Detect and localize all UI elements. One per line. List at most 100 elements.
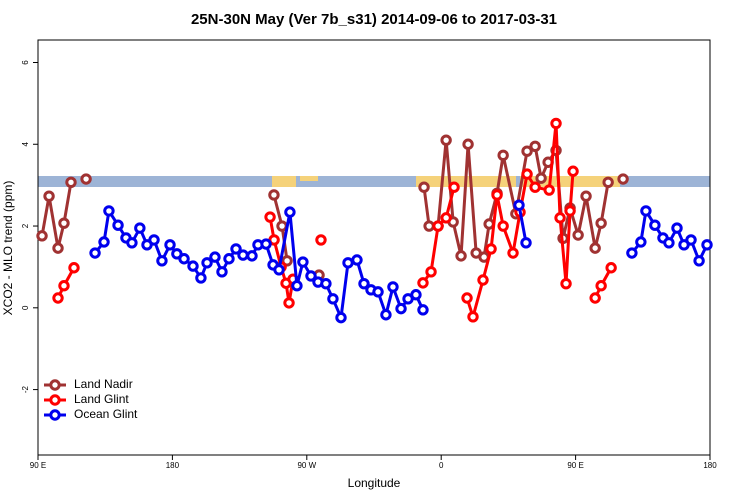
point	[560, 277, 572, 290]
band-blue	[38, 176, 710, 187]
legend-marker	[49, 394, 61, 406]
legend-label: Land Glint	[74, 392, 129, 406]
point	[535, 172, 547, 184]
x-tick-label: 90 E	[30, 461, 46, 470]
point	[521, 145, 533, 157]
x-tick-label: 90 W	[297, 461, 316, 470]
point	[417, 277, 429, 289]
point	[701, 239, 713, 251]
legend-marker	[49, 409, 61, 421]
point	[268, 189, 280, 201]
point	[246, 250, 258, 262]
point	[572, 229, 584, 241]
point	[264, 211, 276, 223]
point	[418, 181, 430, 193]
legend-label: Ocean Glint	[74, 407, 138, 421]
point	[423, 220, 435, 232]
y-tick-label: 0	[21, 305, 30, 310]
point	[461, 292, 473, 304]
point	[663, 237, 675, 249]
point	[448, 181, 460, 193]
point	[685, 234, 697, 246]
point	[65, 176, 77, 188]
point	[521, 168, 533, 180]
point	[497, 149, 509, 162]
point	[68, 262, 80, 274]
point	[36, 230, 48, 242]
point	[491, 189, 503, 201]
point	[425, 266, 437, 278]
point	[112, 219, 124, 231]
point	[507, 247, 519, 259]
point	[297, 256, 309, 268]
point	[520, 237, 532, 249]
x-tick-label: 0	[439, 461, 444, 470]
point	[178, 253, 190, 265]
point	[529, 140, 541, 153]
point	[543, 184, 555, 196]
point	[358, 277, 370, 290]
point	[589, 242, 601, 254]
point	[315, 234, 327, 246]
point	[260, 238, 272, 250]
point	[58, 217, 70, 229]
point	[497, 220, 509, 232]
point	[477, 274, 489, 286]
point	[462, 138, 474, 150]
plot-frame	[37, 39, 711, 456]
point	[372, 286, 384, 298]
point	[432, 220, 444, 232]
point	[640, 205, 652, 217]
point	[187, 260, 199, 272]
point	[410, 289, 422, 301]
point	[230, 243, 242, 255]
point	[550, 117, 562, 130]
point	[693, 255, 705, 267]
point	[171, 248, 183, 260]
point	[467, 311, 479, 323]
x-axis-label: Longitude	[348, 476, 401, 490]
point	[126, 237, 138, 249]
point	[649, 219, 661, 231]
point	[276, 220, 288, 232]
point	[52, 292, 64, 304]
point	[342, 257, 354, 269]
point	[134, 222, 146, 234]
point	[103, 205, 115, 217]
point	[164, 239, 176, 251]
point	[455, 250, 467, 262]
point	[529, 181, 541, 193]
point	[626, 247, 638, 259]
point	[440, 134, 452, 146]
point	[564, 205, 576, 217]
point	[671, 222, 683, 234]
x-tick-label: 180	[166, 461, 180, 470]
point	[380, 309, 392, 321]
y-tick-label: -2	[21, 385, 30, 393]
point	[223, 253, 235, 265]
point	[80, 173, 92, 185]
point	[284, 206, 296, 218]
point	[201, 257, 213, 269]
point	[335, 311, 347, 324]
point	[395, 302, 407, 315]
point	[351, 254, 363, 266]
point	[595, 280, 607, 292]
point	[605, 262, 617, 274]
legend-label: Land Nadir	[74, 377, 133, 391]
point	[216, 266, 228, 278]
x-tick-label: 180	[703, 461, 717, 470]
point	[273, 264, 285, 276]
point	[617, 173, 629, 185]
point	[595, 217, 607, 229]
point	[554, 212, 566, 224]
point	[237, 249, 249, 261]
band-yellow	[272, 176, 296, 187]
point	[440, 212, 452, 224]
point	[209, 251, 221, 263]
y-tick-label: 6	[21, 60, 30, 65]
point	[58, 280, 70, 292]
point	[580, 190, 592, 202]
point	[98, 236, 110, 248]
